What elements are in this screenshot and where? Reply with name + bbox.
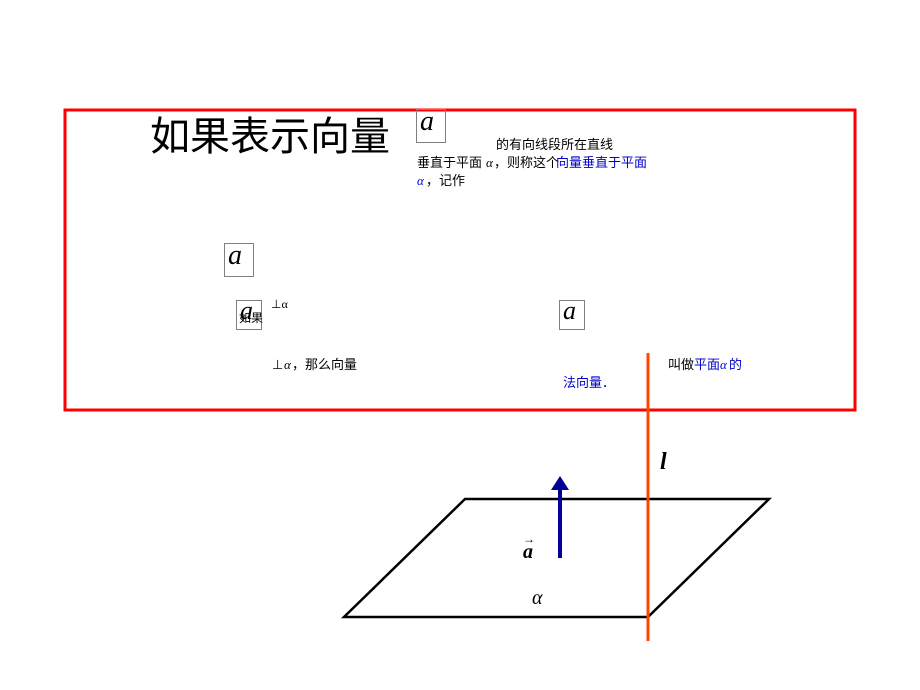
text-line2b: ，则称这个 [494,156,559,169]
text-line3-alpha: α [417,174,424,187]
text-line2-alpha: α [486,156,493,169]
text-line4-alpha: α [284,358,291,371]
line-l-label: l [660,450,667,474]
text-line5: 法向量． [563,376,615,389]
text-line2c: 向量垂直于平面 [556,156,647,169]
text-line3a: ，记作 [426,174,465,187]
vector-a-label: a [523,542,533,562]
big-title: 如果表示向量 [150,117,390,157]
text-line4-alpha2: α [720,358,727,371]
a-mid-letter: a [228,242,242,270]
text-line4d: 的 [729,358,742,371]
text-line4-perp: ⊥ [272,358,283,371]
a-right-letter: a [563,298,576,324]
text-line2a: 垂直于平面 [417,156,482,169]
perp-alpha-small: ⊥α [271,298,288,310]
text-line4c: 平面 [694,358,720,371]
text-line4b: 叫做 [668,358,694,371]
plane-parallelogram [344,499,769,617]
normal-vector-arrowhead [551,476,569,490]
text-line4a: ，那么向量 [292,358,357,371]
text-line1a: 的有向线段所在直线 [496,138,613,151]
plane-alpha-label: α [532,588,543,608]
a-top-letter: a [420,108,434,136]
ruguo-small: 如果 [239,312,263,324]
